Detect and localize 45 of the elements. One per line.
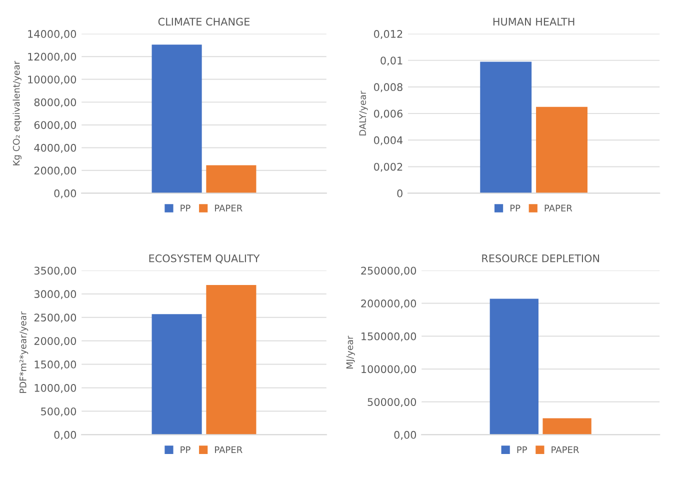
y-tick-label: 200000,00 [361,300,416,308]
y-tick-label: 2000,00 [34,166,76,176]
y-tick-label: 0,00 [54,189,76,198]
legend-label: PAPER [552,446,579,453]
y-tick-label: 0,008 [374,83,402,92]
y-axis-title: PDF*m²*year/year [20,311,28,393]
y-tick-label: 500,00 [41,407,76,416]
y-tick-label: 0,006 [374,110,402,119]
y-axis-title: DALY/year [359,90,368,136]
chart-title: HUMAN HEALTH [493,18,574,26]
legend-label: PAPER [215,446,242,453]
y-tick-label: 2000,00 [34,337,76,346]
y-tick-label: 10000,00 [28,76,76,85]
y-tick-label: 100000,00 [362,365,416,374]
chart-title: ECOSYSTEM QUALITY [149,254,260,264]
y-axis-title: Kg CO₂ equivalent/year [12,60,22,166]
y-tick-label: 0,004 [374,136,403,146]
y-tick-label: 0 [397,189,402,198]
legend-label: PP [180,446,190,453]
legend-label: PP [510,204,520,212]
y-tick-label: 0,00 [394,430,416,440]
y-tick-label: 12000,00 [28,52,76,62]
y-tick-label: 0,00 [54,430,76,440]
y-tick-label: 4000,00 [34,144,76,153]
y-tick-label: 1000,00 [34,384,76,393]
y-tick-label: 50000,00 [368,398,416,408]
y-tick-label: 3500,00 [34,266,76,276]
y-axis-title: MJ/year [346,336,355,369]
chart-title: RESOURCE DEPLETION [482,254,599,262]
y-tick-label: 14000,00 [28,30,76,39]
legend-label: PP [517,446,527,453]
y-tick-label: 2500,00 [34,314,76,323]
legend-label: PP [180,204,190,212]
legend-label: PAPER [215,204,242,212]
y-tick-label: 0,01 [380,56,402,66]
y-tick-label: 6000,00 [34,121,76,130]
y-tick-label: 1500,00 [34,360,76,370]
chart-title: CLIMATE CHANGE [158,18,250,26]
y-tick-label: 8000,00 [34,98,76,108]
y-tick-label: 3000,00 [34,290,76,300]
legend-label: PAPER [544,204,572,212]
y-tick-label: 150000,00 [362,332,416,342]
y-tick-label: 0,002 [374,162,402,172]
y-tick-label: 250000,00 [361,266,416,276]
y-tick-label: 0,012 [374,30,402,39]
